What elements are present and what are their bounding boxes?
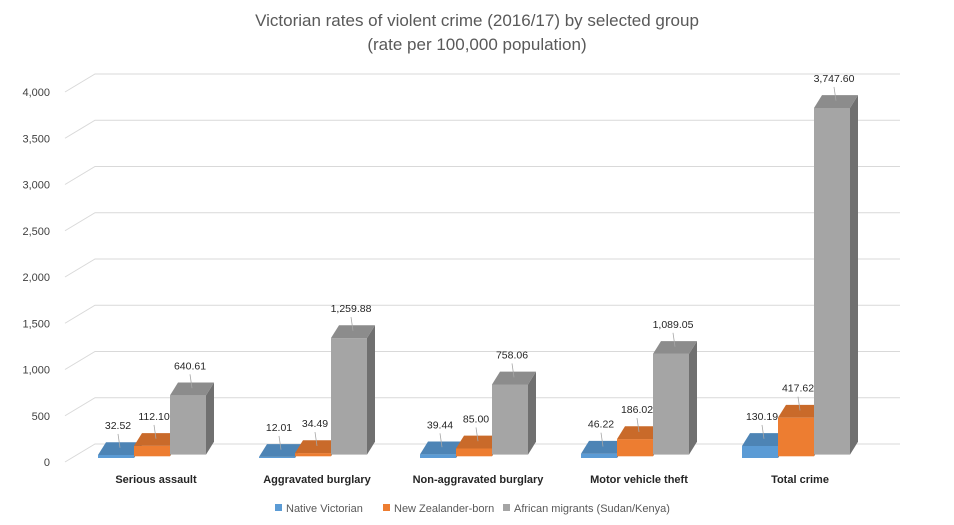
label-leader — [350, 317, 354, 331]
category-label: Non-aggravated burglary — [413, 474, 545, 486]
label-leader — [278, 435, 282, 450]
label-leader — [189, 374, 193, 389]
gridlines — [64, 73, 900, 463]
label-leader — [314, 432, 318, 446]
legend: Native Victorian New Zealander-born Africa… — [275, 503, 670, 515]
bar — [492, 371, 536, 455]
data-label: 34.49 — [302, 418, 328, 430]
gridline — [64, 397, 900, 417]
gridline — [64, 351, 900, 370]
label-leader — [511, 363, 515, 378]
gridline — [64, 166, 900, 185]
label-leader — [797, 396, 801, 411]
label-leader — [636, 418, 640, 432]
bar — [331, 325, 375, 455]
y-tick-label: 2,500 — [22, 226, 50, 238]
label-leader — [761, 424, 765, 439]
data-label: 186.02 — [621, 404, 653, 416]
data-label: 417.62 — [782, 383, 814, 395]
legend-item: New Zealander-born — [383, 503, 494, 515]
y-tick-label: 500 — [32, 411, 50, 423]
gridline — [64, 304, 900, 324]
category-label: Motor vehicle theft — [590, 474, 688, 486]
data-label: 640.61 — [174, 360, 206, 372]
data-label: 758.06 — [496, 349, 528, 361]
gridline — [64, 119, 900, 139]
gridline — [64, 258, 900, 278]
label-leader — [475, 427, 479, 442]
svg-text:Native Victorian: Native Victorian — [286, 503, 363, 515]
data-label: 1,259.88 — [331, 303, 372, 315]
label-leader — [117, 433, 121, 448]
gridline — [64, 212, 900, 232]
category-label: Serious assault — [115, 474, 197, 486]
y-tick-label: 3,500 — [22, 133, 50, 145]
bar — [170, 382, 214, 455]
data-label: 46.22 — [588, 419, 614, 431]
label-leader — [600, 432, 604, 447]
legend-item: African migrants (Sudan/Kenya) — [503, 503, 670, 515]
data-label: 130.19 — [746, 411, 778, 423]
y-tick-label: 4,000 — [22, 87, 50, 99]
category-label: Total crime — [771, 474, 829, 486]
y-axis: 0 500 1,000 1,500 2,000 2,500 3,000 3,500 4,000 — [22, 87, 50, 469]
data-label: 32.52 — [105, 420, 131, 432]
bars — [98, 95, 858, 458]
data-label: 1,089.05 — [653, 319, 694, 331]
y-tick-label: 3,000 — [22, 180, 50, 192]
svg-text:African migrants (Sudan/Kenya): African migrants (Sudan/Kenya) — [514, 503, 670, 515]
data-label: 112.10 — [138, 411, 169, 423]
y-tick-label: 0 — [44, 457, 50, 469]
y-tick-label: 1,500 — [22, 318, 50, 330]
data-label: 39.44 — [427, 419, 453, 431]
label-leader — [439, 433, 443, 448]
legend-item: Native Victorian — [275, 503, 363, 515]
label-leader — [672, 332, 676, 347]
chart-subtitle: (rate per 100,000 population) — [367, 35, 586, 54]
gridline — [64, 73, 900, 93]
data-label: 85.00 — [463, 413, 489, 425]
y-tick-label: 1,000 — [22, 365, 50, 377]
data-label: 3,747.60 — [814, 73, 855, 85]
chart-title: Victorian rates of violent crime (2016/1… — [255, 11, 699, 30]
bar — [814, 95, 858, 455]
data-label: 12.01 — [266, 422, 292, 434]
category-label: Aggravated burglary — [263, 474, 371, 486]
label-leader — [153, 424, 157, 439]
y-tick-label: 2,000 — [22, 272, 50, 284]
data-labels: 32.52 112.10 640.61 12.01 34.49 1,259.88 39.44… — [105, 73, 855, 450]
svg-text:New Zealander-born: New Zealander-born — [394, 503, 494, 515]
x-axis: Serious assault Aggravated burglary Non-ag… — [115, 474, 829, 486]
label-leader — [833, 86, 837, 101]
bar — [653, 341, 697, 455]
